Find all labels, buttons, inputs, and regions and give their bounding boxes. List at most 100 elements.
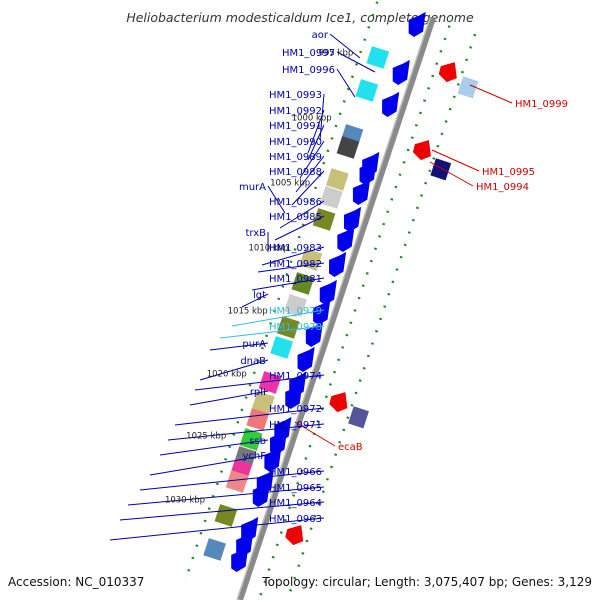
gene-label-left: HM1_0982	[269, 259, 322, 270]
label-leader-line	[291, 170, 325, 206]
label-leader-line	[261, 246, 325, 266]
gene-feature-box	[258, 371, 282, 394]
map-title: Heliobacterium modesticaldum Ice1, compl…	[126, 10, 474, 25]
forward-gene-arrow	[305, 321, 323, 348]
label-leader-line	[149, 454, 269, 476]
gene-label-right: HM1_0999	[515, 99, 568, 110]
gene-label-left: HM1_0972	[269, 404, 322, 415]
gene-label-left: HM1_0986	[269, 197, 322, 208]
label-leader-line	[251, 277, 325, 291]
label-leader-line	[219, 325, 325, 339]
gene-label-left: purA	[242, 339, 266, 350]
gene-label-left: HM1_0966	[269, 467, 322, 478]
gene-feature-box	[239, 428, 263, 451]
forward-gene-arrow	[352, 179, 371, 206]
gene-label-right: ecaB	[338, 442, 363, 453]
label-leader-line	[189, 390, 269, 406]
gene-label-left: HM1_0991	[269, 121, 322, 132]
forward-gene-arrow	[285, 383, 303, 410]
label-leader-line	[329, 33, 361, 59]
gene-feature-box	[246, 408, 270, 431]
gene-label-left: HM1_0971	[269, 420, 322, 431]
topology-summary-text: Topology: circular; Length: 3,075,407 bp…	[262, 575, 592, 589]
gene-label-left: HM1_0996	[282, 65, 335, 76]
gene-feature-box	[214, 504, 238, 527]
forward-gene-arrow	[343, 206, 362, 233]
label-leader-line	[159, 439, 269, 456]
label-leader-line	[194, 374, 325, 391]
gene-label-right: HM1_0995	[482, 167, 535, 178]
label-leader-line	[294, 421, 336, 447]
label-leader-line	[109, 517, 325, 541]
label-leader-line	[295, 155, 325, 193]
label-leader-line	[279, 200, 325, 229]
gene-label-left: HM1_0981	[269, 274, 322, 285]
reverse-gene-arrow	[285, 525, 304, 546]
gene-feature-box	[355, 79, 379, 102]
guide-dashes-left	[183, 1, 379, 583]
gene-feature-box	[366, 46, 390, 69]
gene-feature-box	[348, 406, 369, 429]
gene-feature-box	[276, 316, 300, 339]
label-leader-line	[174, 407, 325, 426]
reverse-gene-arrow	[412, 140, 431, 161]
scale-label: 1030 kbp	[165, 495, 205, 505]
forward-gene-arrow	[297, 346, 315, 373]
gene-label-left: rplI	[250, 387, 266, 398]
label-leader-line	[167, 423, 325, 441]
gene-label-left: HM1_0988	[269, 167, 322, 178]
gene-feature-box	[457, 76, 479, 99]
label-leader-line	[241, 293, 269, 308]
scale-label: 995 kbp	[319, 48, 354, 58]
label-leader-line	[267, 185, 286, 214]
gene-label-left: lgt	[253, 290, 266, 301]
gene-feature-box	[203, 538, 226, 561]
scale-label: 1005 kbp	[270, 178, 310, 188]
gene-label-left: HM1_0965	[269, 483, 322, 494]
label-leader-line	[257, 262, 325, 273]
label-leader-line	[336, 68, 356, 98]
forward-gene-arrow	[270, 429, 288, 456]
gene-label-left: HM1_0997	[282, 48, 335, 59]
label-leader-line	[209, 342, 269, 351]
forward-gene-arrow	[392, 59, 410, 86]
gene-feature-box	[225, 470, 249, 493]
forward-gene-arrow	[329, 251, 347, 278]
genome-backbone	[237, 17, 436, 600]
forward-gene-arrow	[337, 226, 355, 253]
gene-feature-box	[284, 294, 307, 317]
forward-gene-arrow	[252, 481, 270, 508]
gene-feature-box	[336, 136, 360, 159]
gene-label-left: HM1_0978	[269, 322, 322, 333]
label-leader-line	[307, 124, 325, 161]
label-leader-line	[307, 109, 325, 154]
gene-label-left: HM1_0990	[269, 137, 322, 148]
label-leader-line	[469, 84, 513, 104]
gene-label-left: murA	[239, 182, 266, 193]
gene-label-left: aor	[312, 30, 329, 41]
forward-gene-arrow	[319, 279, 337, 306]
label-leader-line	[274, 215, 325, 241]
scale-label: 1015 kbp	[228, 306, 268, 316]
gene-label-left: HM1_0985	[269, 212, 322, 223]
gene-feature-box	[291, 272, 315, 295]
gene-label-left: trxB	[245, 228, 266, 239]
gene-label-left: HM1_0963	[269, 514, 322, 525]
genome-backbone-highlight	[236, 17, 431, 600]
forward-gene-arrow	[313, 299, 331, 326]
gene-label-left: HM1_0979	[269, 306, 322, 317]
label-leader-line	[299, 140, 325, 179]
gene-feature-box	[252, 391, 275, 414]
scale-label: 1010 kbp	[249, 243, 289, 253]
reverse-gene-arrow	[329, 392, 348, 413]
label-leader-line	[431, 149, 480, 172]
gene-label-left: HM1_0964	[269, 498, 322, 509]
gene-label-left: HM1_0992	[269, 106, 322, 117]
gene-feature-box	[325, 168, 349, 191]
gene-feature-box	[320, 186, 343, 209]
gene-feature-box	[312, 208, 336, 231]
forward-gene-arrow	[231, 546, 249, 573]
gene-feature-box	[430, 158, 452, 181]
forward-gene-arrow	[359, 159, 377, 186]
